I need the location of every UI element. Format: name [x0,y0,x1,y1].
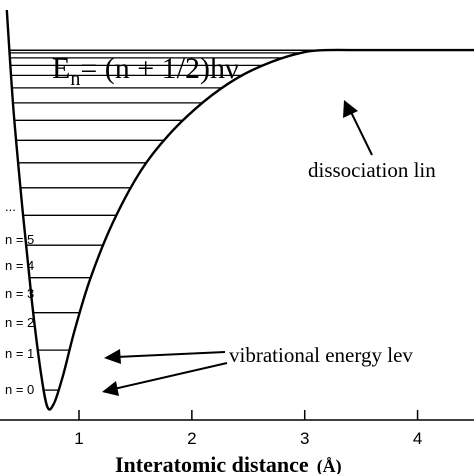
formula: En= (n + 1/2)hν [52,52,239,90]
vibrational-arrow-n1 [104,349,226,364]
level-label: n = 2 [5,315,34,330]
x-tick-label: 3 [300,429,309,448]
formula-lhs: E [52,52,70,85]
level-label: n = 1 [5,346,34,361]
level-label: n = 0 [5,382,34,397]
level-label: ... [5,199,16,214]
x-tick-label: 2 [187,429,196,448]
vibrational-arrow-n0 [102,362,228,396]
x-axis-title-unit: (Å) [317,456,342,474]
formula-rhs: = (n + 1/2)hν [80,52,238,85]
x-tick-label: 1 [74,429,83,448]
x-axis-tick-labels: 1 2 3 4 [74,429,422,448]
x-axis-title: Interatomic distance (Å) [115,452,342,474]
x-axis-ticks [78,410,419,420]
level-labels: ... n = 5 n = 4 n = 3 n = 2 n = 1 n = 0 [5,199,34,397]
vibrational-label: vibrational energy lev [229,343,413,367]
level-label: n = 3 [5,286,34,301]
potential-curve [5,9,474,411]
energy-levels [9,49,474,391]
dissociation-label: dissociation lin [308,158,436,182]
dissociation-arrow [343,100,373,156]
level-label: n = 5 [5,232,34,247]
x-tick-label: 4 [413,429,422,448]
x-axis-title-text: Interatomic distance [115,452,309,474]
formula-subscript: n [70,68,80,90]
level-label: n = 4 [5,258,34,273]
